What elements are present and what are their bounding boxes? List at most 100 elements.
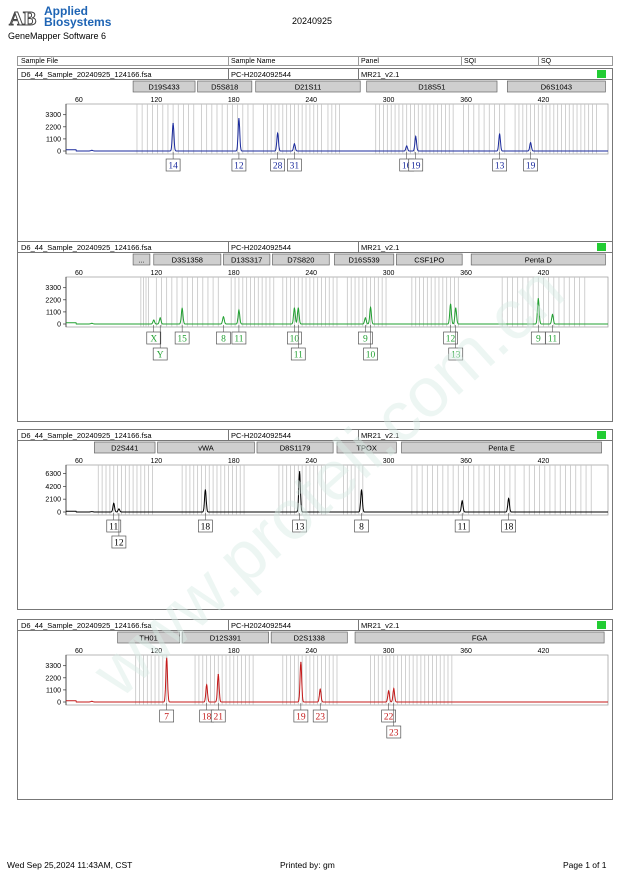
peak-point — [388, 690, 390, 692]
allele-text: 19 — [296, 713, 306, 723]
allele-box — [111, 535, 127, 549]
allele-text: 23 — [389, 729, 399, 739]
peak-point — [551, 314, 554, 316]
y-tick-label: 3300 — [45, 285, 61, 292]
peak-point — [217, 673, 219, 676]
x-tick-label: 60 — [75, 97, 83, 104]
x-tick-label: 240 — [305, 458, 317, 465]
sample-name: PC-H2024092544 — [231, 621, 292, 630]
y-tick-label: 2200 — [45, 297, 61, 304]
allele-box — [210, 709, 226, 723]
footer-timestamp: Wed Sep 25,2024 11:43AM, CST — [7, 860, 133, 870]
y-tick-label: 6300 — [45, 471, 61, 478]
allele-box — [231, 331, 247, 345]
allele-box — [545, 331, 560, 345]
allele-box — [358, 331, 373, 345]
marker-bar — [270, 631, 348, 644]
allele-label: 21 — [210, 709, 226, 723]
marker-vwa: vWA — [157, 441, 255, 454]
x-tick-label: 60 — [75, 458, 83, 465]
plot-area — [65, 464, 609, 516]
marker-bar — [401, 441, 602, 454]
marker-label: D18S51 — [418, 83, 445, 92]
allele-box — [270, 158, 285, 172]
y-tick-label: 1100 — [46, 309, 61, 316]
peak-point — [238, 117, 240, 120]
allele-label: 31 — [287, 158, 302, 172]
allele-box — [312, 709, 328, 723]
x-tick-label: 120 — [150, 270, 162, 277]
allele-label: 18 — [198, 519, 213, 533]
allele-text: 31 — [290, 162, 300, 172]
marker-label: FGA — [472, 634, 487, 643]
marker-bar — [132, 253, 151, 266]
peak-point — [300, 661, 302, 663]
marker-d2s441: D2S441 — [94, 441, 156, 454]
marker-label: D19S433 — [148, 83, 179, 92]
allele-text: 28 — [273, 162, 283, 172]
marker-bar — [117, 631, 180, 644]
allele-text: 12 — [114, 539, 124, 549]
logo-line1: Applied — [44, 4, 88, 18]
panel-info-row: D6_44_Sample_20240925_124166.fsa PC-H2024… — [18, 242, 612, 253]
peak-point — [293, 143, 296, 145]
allele-box — [448, 347, 464, 361]
marker-label: D2S1338 — [294, 634, 325, 643]
sq-status-indicator — [597, 431, 606, 439]
allele-label: 11 — [454, 519, 470, 533]
allele-label: 22 — [381, 709, 396, 723]
allele-text: 12 — [234, 162, 244, 172]
allele-label: 11 — [106, 519, 122, 533]
chart-svg: ... D3S1358 D13S317 D7S820 D16S539 CSF1PO Pent… — [45, 253, 609, 361]
marker-label: D2S441 — [111, 444, 138, 453]
marker-bar — [366, 80, 498, 93]
software-name: GeneMapper Software 6 — [8, 31, 107, 41]
col-sample-file: Sample File — [21, 58, 58, 65]
x-tick-label: 300 — [383, 97, 395, 104]
allele-text: 10 — [366, 351, 376, 361]
sample-name: PC-H2024092544 — [231, 243, 292, 252]
allele-label: 7 — [159, 709, 175, 723]
marker-label: D3S1358 — [172, 256, 203, 265]
allele-box — [287, 158, 302, 172]
x-tick-label: 240 — [305, 648, 317, 655]
allele-label: 10 — [287, 331, 302, 345]
col-panel: Panel — [361, 58, 379, 65]
panel-name: MR21_v2.1 — [361, 431, 400, 440]
peak-point — [293, 307, 296, 309]
peak-point — [166, 657, 168, 659]
allele-label: 12 — [443, 331, 458, 345]
footer-printed-by: Printed by: gm — [280, 860, 335, 870]
peak-point — [508, 497, 510, 500]
allele-label: 11 — [545, 331, 560, 345]
electropherogram-panel: D6_44_Sample_20240925_124166.fsa PC-H2024… — [17, 68, 613, 249]
allele-text: 23 — [315, 713, 325, 723]
marker-csf1po: CSF1PO — [396, 253, 463, 266]
marker-bar — [153, 253, 222, 266]
signal-trace — [66, 118, 608, 152]
allele-label: 12 — [111, 535, 127, 549]
allele-box — [287, 331, 302, 345]
marker-label: ... — [138, 256, 144, 265]
marker-bar — [354, 631, 605, 644]
peak-point — [364, 317, 366, 319]
allele-label: 13 — [292, 519, 307, 533]
x-tick-label: 180 — [228, 270, 240, 277]
allele-text: 18 — [504, 523, 514, 533]
allele-text: 13 — [295, 523, 305, 533]
col-sq: SQ — [541, 58, 552, 65]
marker-d6s1043: D6S1043 — [506, 80, 606, 93]
marker-: ... — [132, 253, 151, 266]
allele-box — [293, 709, 309, 723]
marker-bar — [132, 80, 196, 93]
y-tick-label: 3300 — [45, 112, 61, 119]
x-tick-label: 180 — [228, 97, 240, 104]
allele-label: X — [146, 331, 162, 345]
allele-label: 14 — [165, 158, 181, 172]
panel-name: MR21_v2.1 — [361, 621, 400, 630]
footer-page: Page 1 of 1 — [563, 860, 607, 870]
allele-text: 11 — [548, 335, 557, 345]
peak-point — [449, 303, 452, 305]
x-tick-label: 360 — [460, 97, 472, 104]
